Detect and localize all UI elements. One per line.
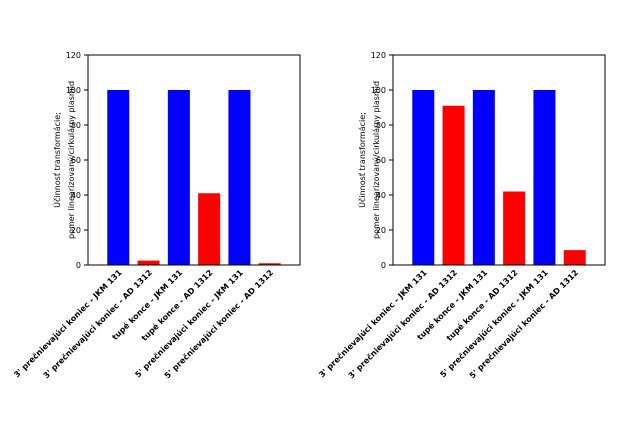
bar — [167, 90, 190, 265]
y-tick-label: 20 — [376, 226, 386, 235]
y-tick-label: 120 — [371, 51, 386, 60]
y-axis-label: pomer linearizovaný/cirkulárny plasmid — [372, 81, 381, 239]
bar — [563, 250, 586, 265]
bar — [107, 90, 130, 265]
x-tick-label: 3' prečnievajúci koniec - JKM 131 — [12, 267, 124, 379]
y-tick-label: 20 — [71, 226, 81, 235]
plot-frame — [87, 54, 301, 266]
bar — [412, 90, 435, 265]
y-tick-label: 40 — [71, 191, 81, 200]
x-tick-label: 5' prečnievajúci koniec - JKM 131 — [133, 267, 245, 379]
bar — [533, 90, 556, 265]
y-axis-label: pomer linearizovaný/cirkulárny plasmid — [67, 81, 76, 239]
bar — [198, 193, 221, 265]
bar — [442, 105, 465, 265]
y-axis-label: Účinnosť transformácie; — [356, 112, 367, 208]
y-tick-label: 80 — [376, 121, 386, 130]
y-tick-label: 100 — [371, 86, 386, 95]
x-tick-label: 5' prečnievajúci koniec - AD 1312 — [162, 267, 275, 380]
y-tick-label: 0 — [381, 261, 386, 270]
bar — [503, 191, 526, 265]
bar — [472, 90, 495, 265]
x-tick-label: 3' prečnievajúci koniec - AD 1312 — [346, 267, 459, 380]
x-tick-label: 5' prečnievajúci koniec - JKM 131 — [438, 267, 550, 379]
y-tick-label: 80 — [71, 121, 81, 130]
x-tick-label: 3' prečnievajúci koniec - AD 1312 — [41, 267, 154, 380]
y-tick-label: 100 — [66, 86, 81, 95]
bar — [228, 90, 251, 265]
bar — [137, 260, 160, 265]
y-axis-label: Účinnosť transformácie; — [51, 112, 62, 208]
plot-frame — [392, 54, 606, 266]
y-tick-label: 40 — [376, 191, 386, 200]
bar — [258, 263, 281, 265]
y-tick-label: 60 — [71, 156, 81, 165]
y-tick-label: 0 — [76, 261, 81, 270]
y-tick-label: 60 — [376, 156, 386, 165]
y-tick-label: 120 — [66, 51, 81, 60]
x-tick-label: 5' prečnievajúci koniec - AD 1312 — [467, 267, 580, 380]
x-tick-label: 3' prečnievajúci koniec - JKM 131 — [317, 267, 429, 379]
